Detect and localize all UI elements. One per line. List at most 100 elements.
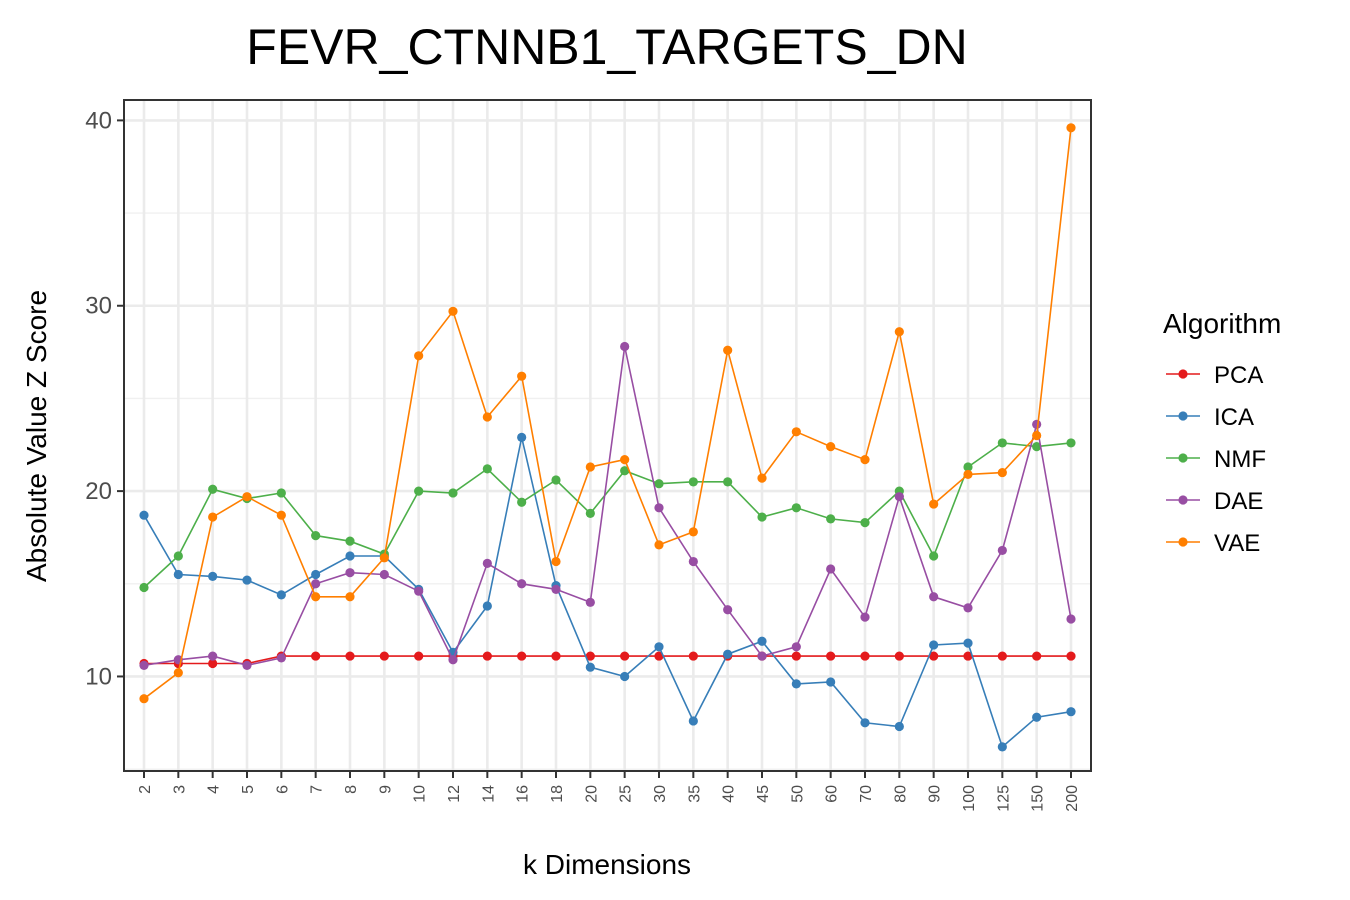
data-point-dae — [242, 660, 252, 670]
x-tick-label: 20 — [583, 785, 600, 803]
data-point-ica — [208, 571, 218, 581]
data-point-nmf — [139, 582, 149, 593]
data-point-ica — [517, 432, 527, 442]
data-point-pca — [997, 651, 1007, 661]
data-point-pca — [551, 651, 561, 661]
y-tick-label: 30 — [85, 293, 112, 320]
data-point-dae — [1032, 419, 1042, 429]
x-tick-label: 14 — [480, 785, 497, 803]
x-tick-label: 8 — [343, 785, 360, 794]
data-point-pca — [654, 651, 664, 661]
x-tick-label: 12 — [446, 785, 463, 803]
data-point-ica — [276, 590, 286, 600]
legend-title: Algorithm — [1163, 308, 1281, 339]
y-tick-label: 10 — [85, 663, 112, 690]
data-point-pca — [208, 658, 218, 669]
data-point-dae — [997, 545, 1007, 556]
data-point-nmf — [448, 488, 458, 498]
data-point-nmf — [311, 530, 321, 541]
data-point-pca — [688, 651, 698, 661]
data-point-vae — [894, 327, 904, 337]
data-point-vae — [791, 427, 801, 437]
data-point-vae — [929, 499, 939, 509]
data-point-ica — [311, 569, 321, 580]
data-point-nmf — [1066, 438, 1076, 448]
x-tick-label: 150 — [1030, 785, 1047, 812]
gridlines — [124, 100, 1091, 771]
x-tick-label: 10 — [412, 785, 429, 803]
legend-marker-ica — [1178, 411, 1188, 421]
data-point-ica — [997, 742, 1007, 752]
y-tick-label: 40 — [85, 107, 112, 134]
x-tick-label: 2 — [137, 785, 154, 794]
data-point-nmf — [482, 464, 492, 474]
series-line-dae — [143, 346, 1072, 667]
data-point-vae — [997, 467, 1007, 478]
series-ica — [139, 432, 1076, 752]
data-point-pca — [517, 651, 527, 661]
data-point-pca — [311, 651, 321, 661]
x-tick-label: 45 — [755, 785, 772, 803]
data-point-dae — [654, 503, 664, 513]
data-point-pca — [929, 651, 939, 661]
data-point-pca — [620, 651, 630, 661]
data-point-ica — [929, 640, 939, 650]
series-line-nmf — [143, 442, 1072, 589]
data-point-nmf — [963, 462, 973, 472]
data-point-vae — [723, 345, 733, 355]
data-point-vae — [139, 694, 149, 704]
data-point-vae — [345, 592, 355, 602]
data-point-pca — [791, 651, 801, 661]
legend-label-pca: PCA — [1214, 362, 1263, 389]
y-axis-title: Absolute Value Z Score — [21, 290, 52, 582]
legend-item-nmf: NMF — [1166, 446, 1266, 473]
series-line-vae — [143, 127, 1072, 700]
series-line-ica — [143, 437, 1072, 749]
data-point-ica — [688, 716, 698, 726]
data-point-vae — [482, 412, 492, 422]
data-point-nmf — [688, 477, 698, 487]
x-tick-label: 25 — [618, 785, 635, 803]
data-point-nmf — [791, 503, 801, 513]
data-point-pca — [894, 651, 904, 661]
plot-panel-border — [123, 99, 1092, 772]
data-point-ica — [963, 638, 973, 648]
data-point-vae — [688, 527, 698, 537]
data-point-vae — [654, 540, 664, 550]
data-point-dae — [688, 556, 698, 567]
x-tick-label: 70 — [858, 785, 875, 803]
data-point-dae — [826, 564, 836, 574]
legend-marker-pca — [1178, 369, 1188, 379]
legend-label-vae: VAE — [1214, 530, 1260, 557]
data-point-dae — [757, 651, 767, 661]
data-point-dae — [345, 568, 355, 578]
legend-label-nmf: NMF — [1214, 446, 1266, 473]
data-point-nmf — [757, 512, 767, 522]
data-point-nmf — [517, 497, 527, 507]
x-tick-label: 4 — [206, 785, 223, 794]
series-dae — [139, 341, 1076, 670]
data-point-ica — [894, 721, 904, 732]
data-point-dae — [860, 612, 870, 622]
data-point-nmf — [414, 486, 424, 496]
data-point-nmf — [208, 484, 218, 494]
data-point-nmf — [1032, 442, 1042, 452]
data-point-vae — [208, 512, 218, 522]
plot-panel-bg — [124, 100, 1091, 771]
legend-items: PCA ICA NMF DAE VAE — [1166, 362, 1266, 557]
data-point-pca — [414, 651, 424, 661]
data-point-dae — [585, 597, 595, 607]
legend-item-ica: ICA — [1166, 404, 1254, 431]
data-point-dae — [1066, 614, 1076, 624]
data-point-nmf — [345, 536, 355, 546]
data-point-pca — [379, 651, 389, 661]
x-tick-label: 80 — [892, 785, 909, 803]
data-point-pca — [826, 651, 836, 661]
legend-item-dae: DAE — [1166, 488, 1263, 515]
x-tick-label: 60 — [824, 785, 841, 803]
data-point-nmf — [620, 466, 630, 476]
data-point-vae — [585, 462, 595, 472]
data-point-vae — [517, 371, 527, 381]
data-point-vae — [1066, 123, 1076, 133]
